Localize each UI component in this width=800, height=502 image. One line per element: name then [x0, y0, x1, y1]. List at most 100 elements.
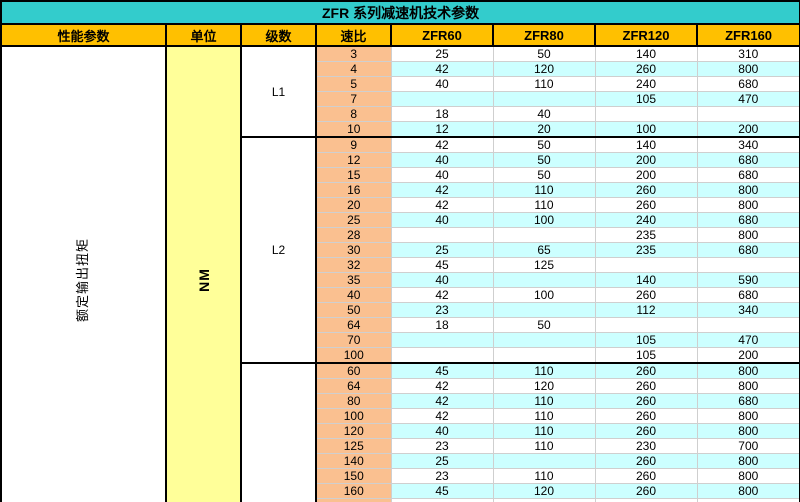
value-cell: 470 — [696, 332, 800, 348]
value-cell: 42 — [390, 287, 494, 303]
value-cell: 680 — [696, 76, 800, 92]
value-cell: 800 — [696, 61, 800, 77]
value-cell: 125 — [492, 257, 596, 273]
ratio-cell: 100 — [315, 408, 392, 424]
unit-cell: NM — [165, 45, 242, 502]
value-cell: 140 — [594, 45, 698, 62]
ratio-cell: 7 — [315, 91, 392, 107]
table-row: 150 23 110 260 800 — [1, 468, 800, 484]
value-cell: 800 — [696, 227, 800, 243]
value-cell — [594, 317, 698, 333]
value-cell: 310 — [696, 45, 800, 62]
stage-cell — [240, 362, 317, 502]
table-body: 额定输出扭矩 NM L1 3 25 50 140 310 4 42 120 260 800 5 40 110 2… — [0, 45, 800, 502]
value-cell: 50 — [492, 136, 596, 153]
value-cell: 12 — [390, 121, 494, 138]
table-row: L2 9 42 50 140 340 — [1, 136, 800, 364]
value-cell: 470 — [696, 91, 800, 107]
value-cell — [390, 498, 494, 502]
value-cell: 40 — [390, 423, 494, 439]
table-row: 15 40 50 200 680 — [1, 167, 800, 183]
header-row: 性能参数 单位 级数 速比 ZFR60 ZFR80 ZFR120 ZFR160 — [0, 23, 800, 47]
table-row: 60 45 110 260 800 — [1, 362, 800, 502]
value-cell: 235 — [594, 242, 698, 258]
ratio-cell — [315, 498, 392, 502]
ratio-cell: 9 — [315, 136, 392, 153]
ratio-cell: 32 — [315, 257, 392, 273]
value-cell: 42 — [390, 136, 494, 153]
performance-param-vertical-label: 额定输出扭矩 — [75, 238, 91, 323]
value-cell — [492, 91, 596, 107]
header-unit: 单位 — [165, 23, 242, 47]
ratio-cell: 150 — [315, 468, 392, 484]
value-cell — [594, 498, 698, 502]
ratio-cell: 50 — [315, 302, 392, 318]
table-row: 80 42 110 260 680 — [1, 393, 800, 409]
ratio-cell: 20 — [315, 197, 392, 213]
value-cell: 200 — [594, 152, 698, 168]
value-cell: 18 — [390, 106, 494, 122]
value-cell: 200 — [696, 121, 800, 138]
value-cell: 18 — [390, 317, 494, 333]
value-cell — [492, 227, 596, 243]
table-row: 100 42 110 260 800 — [1, 408, 800, 424]
value-cell: 105 — [594, 91, 698, 107]
value-cell: 260 — [594, 287, 698, 303]
value-cell: 50 — [492, 152, 596, 168]
value-cell — [492, 332, 596, 348]
value-cell: 40 — [492, 106, 596, 122]
table-row: 64 18 50 — [1, 317, 800, 333]
value-cell: 800 — [696, 362, 800, 379]
table-row: 8 18 40 — [1, 106, 800, 122]
header-zfr160: ZFR160 — [695, 23, 800, 47]
value-cell — [492, 453, 596, 469]
value-cell: 200 — [594, 167, 698, 183]
value-cell: 112 — [594, 302, 698, 318]
value-cell: 800 — [696, 408, 800, 424]
value-cell: 260 — [594, 408, 698, 424]
table-row-partial — [1, 498, 800, 502]
value-cell: 340 — [696, 136, 800, 153]
header-performance-param: 性能参数 — [0, 23, 167, 47]
value-cell: 100 — [492, 287, 596, 303]
table-row: 25 40 100 240 680 — [1, 212, 800, 228]
stage-cell: L2 — [240, 136, 317, 364]
value-cell: 110 — [492, 197, 596, 213]
value-cell: 260 — [594, 468, 698, 484]
value-cell — [696, 106, 800, 122]
ratio-cell: 28 — [315, 227, 392, 243]
value-cell: 800 — [696, 453, 800, 469]
value-cell: 25 — [390, 45, 494, 62]
value-cell: 800 — [696, 423, 800, 439]
value-cell: 110 — [492, 76, 596, 92]
ratio-cell: 15 — [315, 167, 392, 183]
value-cell: 25 — [390, 242, 494, 258]
value-cell — [390, 332, 494, 348]
value-cell — [594, 257, 698, 273]
value-cell — [390, 347, 494, 364]
value-cell: 590 — [696, 272, 800, 288]
ratio-cell: 64 — [315, 378, 392, 394]
value-cell: 140 — [594, 136, 698, 153]
table-row: 70 105 470 — [1, 332, 800, 348]
value-cell: 42 — [390, 393, 494, 409]
value-cell: 800 — [696, 468, 800, 484]
title-row: ZFR 系列减速机技术参数 — [0, 0, 800, 25]
value-cell — [492, 272, 596, 288]
value-cell — [390, 227, 494, 243]
value-cell: 105 — [594, 347, 698, 364]
table-row: 10 12 20 100 200 — [1, 121, 800, 138]
value-cell: 42 — [390, 197, 494, 213]
table-row: 16 42 110 260 800 — [1, 182, 800, 198]
ratio-cell: 16 — [315, 182, 392, 198]
header-zfr60: ZFR60 — [390, 23, 494, 47]
table-row: 160 45 120 260 800 — [1, 483, 800, 499]
value-cell: 680 — [696, 152, 800, 168]
ratio-cell: 140 — [315, 453, 392, 469]
value-cell: 260 — [594, 182, 698, 198]
value-cell: 100 — [492, 212, 596, 228]
value-cell: 20 — [492, 121, 596, 138]
ratio-cell: 12 — [315, 152, 392, 168]
value-cell: 42 — [390, 408, 494, 424]
value-cell: 50 — [492, 45, 596, 62]
